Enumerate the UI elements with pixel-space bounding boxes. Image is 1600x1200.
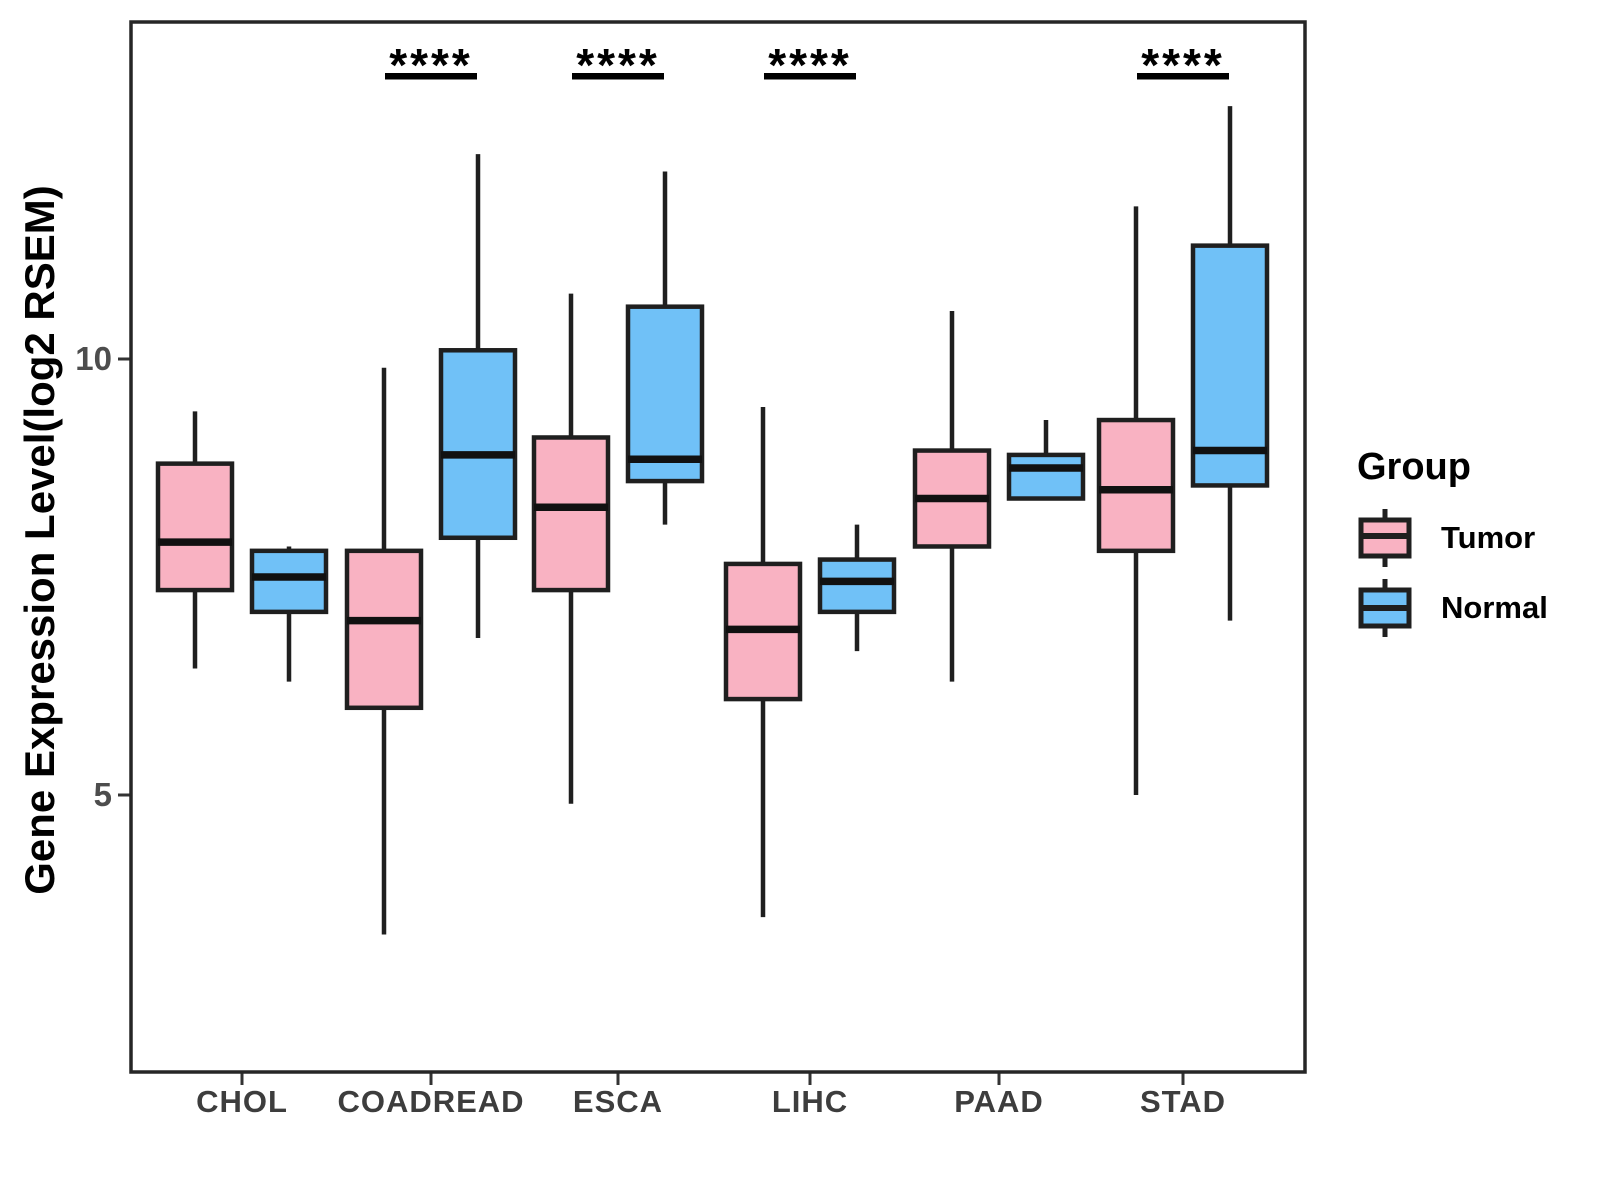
legend: Group Tumor Normal — [1357, 446, 1548, 643]
significance-label-esca: **** — [576, 39, 660, 91]
box-paad-normal — [1006, 452, 1086, 501]
tumor-boxplot-icon — [1358, 509, 1412, 567]
box-coadread-tumor — [344, 548, 424, 711]
significance-bar-esca — [572, 73, 664, 80]
y-tick-label-10: 10 — [75, 340, 112, 377]
legend-item-label: Normal — [1441, 590, 1548, 625]
box-stad-tumor — [1096, 417, 1176, 554]
box-chol-tumor — [155, 461, 235, 593]
box-lihc-normal — [817, 557, 897, 615]
legend-item-normal: Normal — [1357, 573, 1548, 643]
normal-boxplot-icon — [1358, 579, 1412, 637]
x-tick-label-chol: CHOL — [196, 1084, 288, 1119]
significance-label-coadread: **** — [389, 39, 473, 91]
x-tick-label-esca: ESCA — [572, 1084, 664, 1119]
legend-item-label: Tumor — [1441, 520, 1536, 555]
box-esca-tumor — [531, 435, 611, 593]
x-tick-label-coadread: COADREAD — [337, 1084, 525, 1119]
box-stad-normal — [1190, 243, 1270, 488]
x-tick-label-lihc: LIHC — [771, 1084, 849, 1119]
box-esca-normal — [625, 304, 705, 484]
legend-title: Group — [1357, 446, 1471, 488]
significance-bar-lihc — [764, 73, 856, 80]
significance-bar-stad — [1137, 73, 1229, 80]
legend-item-tumor: Tumor — [1357, 503, 1548, 573]
box-coadread-normal — [438, 348, 518, 541]
significance-label-stad: **** — [1141, 39, 1225, 91]
panel-border — [129, 20, 1307, 1074]
significance-label-lihc: **** — [768, 39, 852, 91]
box-chol-normal — [249, 548, 329, 615]
significance-bar-coadread — [385, 73, 477, 80]
x-tick-label-stad: STAD — [1139, 1084, 1227, 1119]
x-tick-label-paad: PAAD — [954, 1084, 1044, 1119]
y-tick-label-5: 5 — [93, 776, 112, 813]
